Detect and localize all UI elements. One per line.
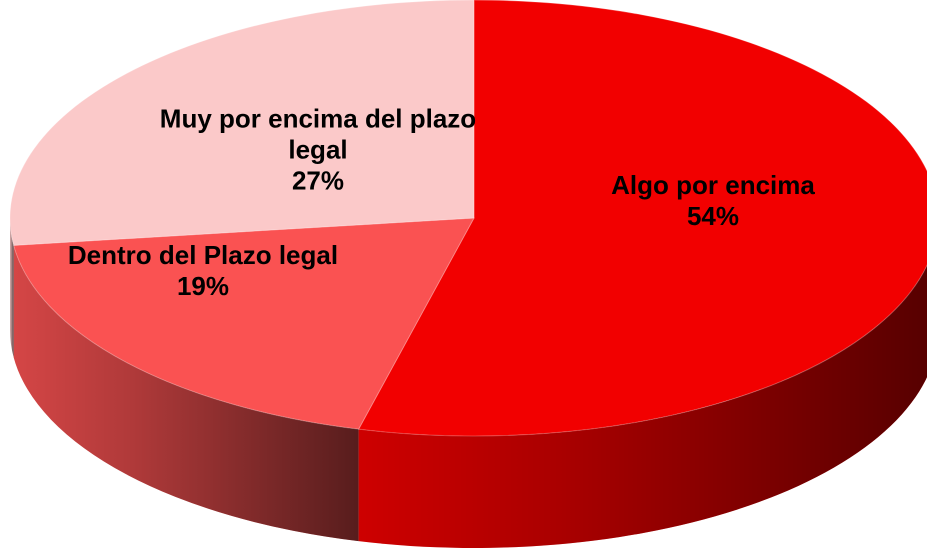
pie-slice-side-shade (13, 245, 359, 542)
pie-slice-side-shade (10, 218, 14, 358)
data-label: Algo por encima 54% (513, 170, 913, 232)
slice-value: 19% (176, 271, 230, 301)
slice-label: Muy por encima del plazo legal (159, 103, 477, 165)
pie-slice (9, 0, 475, 246)
slice-label: Algo por encima (611, 170, 815, 200)
slice-value: 27% (291, 165, 345, 196)
slice-value: 54% (686, 201, 740, 231)
data-label: Muy por encima del plazo legal 27% (138, 104, 498, 197)
data-label: Dentro del Plazo legal 19% (0, 240, 413, 302)
pie-slice (357, 0, 927, 437)
slice-label: Dentro del Plazo legal (67, 240, 339, 270)
pie-slice (13, 217, 475, 430)
pie-slice-side-shade (358, 265, 927, 548)
